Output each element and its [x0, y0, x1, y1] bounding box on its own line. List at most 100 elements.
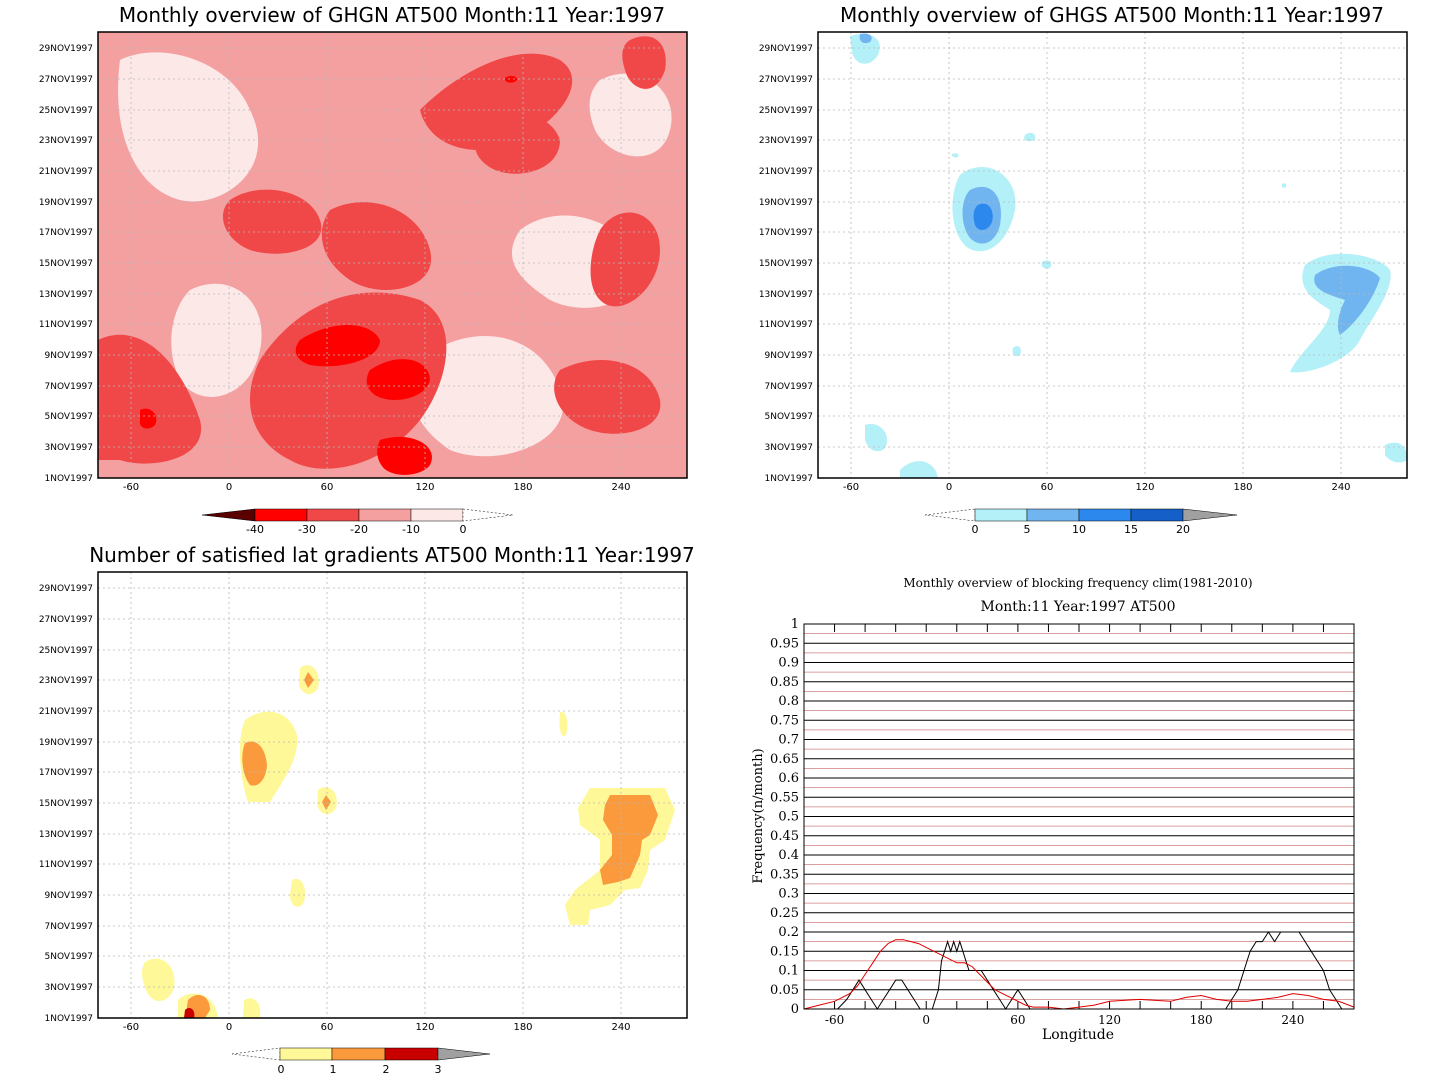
colorbar-label: 1 [330, 1063, 337, 1076]
x-tick: 60 [1010, 1013, 1025, 1027]
y-tick: 0.1 [778, 964, 799, 979]
y-tick: 27NOV1997 [39, 75, 93, 85]
x-tick: 240 [611, 482, 630, 493]
y-tick: 23NOV1997 [759, 136, 813, 146]
freq-panel: Monthly overview of blocking frequency c… [751, 576, 1355, 1043]
colorbar-label: 0 [278, 1063, 285, 1076]
y-tick: 19NOV1997 [759, 198, 813, 208]
y-tick: 9NOV1997 [45, 351, 93, 361]
x-tick: 240 [1281, 1013, 1304, 1027]
y-tick: 17NOV1997 [759, 228, 813, 238]
y-tick: 3NOV1997 [765, 443, 813, 453]
x-tick: 180 [1190, 1013, 1213, 1027]
y-tick: 1 [791, 617, 799, 632]
ghgs-frame [817, 31, 1408, 479]
y-tick: 21NOV1997 [759, 167, 813, 177]
y-tick: 1NOV1997 [765, 474, 813, 484]
x-tick: 60 [1041, 482, 1054, 493]
freq-y-ticks: 0 0.05 0.1 0.15 0.2 0.25 0.3 0.35 0.4 0.45 0.5 0.55… [770, 617, 799, 1017]
x-tick: -60 [123, 1022, 139, 1033]
ghgs-title: Monthly overview of GHGS AT500 Month:11 … [840, 3, 1384, 27]
colorbar-label: 15 [1124, 523, 1138, 536]
y-tick: 0.8 [778, 694, 799, 709]
freq-ylabel: Frequency(n/month) [751, 748, 766, 883]
colorbar-label: 0 [460, 523, 467, 536]
latgrad-plot [98, 572, 687, 1018]
y-tick: 19NOV1997 [39, 198, 93, 208]
x-tick: -60 [825, 1013, 844, 1027]
ghgs-y-ticks: 1NOV1997 3NOV1997 5NOV1997 7NOV1997 9NOV… [759, 44, 813, 484]
y-tick: 21NOV1997 [39, 167, 93, 177]
y-tick: 19NOV1997 [39, 738, 93, 748]
x-tick: 240 [1331, 482, 1350, 493]
y-tick: 0.7 [778, 733, 799, 748]
ghgn-frame [97, 31, 688, 479]
latgrad-x-ticks: -60 0 60 120 180 240 [123, 1022, 631, 1033]
y-tick: 17NOV1997 [39, 768, 93, 778]
y-tick: 23NOV1997 [39, 676, 93, 686]
y-tick: 15NOV1997 [39, 799, 93, 809]
colorbar-label: 3 [435, 1063, 442, 1076]
latgrad-y-ticks: 1NOV1997 3NOV1997 5NOV1997 7NOV1997 9NOV… [39, 584, 93, 1024]
y-tick: 0.55 [770, 790, 799, 805]
ghgn-y-ticks: 1NOV1997 3NOV1997 5NOV1997 7NOV1997 9NOV… [39, 44, 93, 484]
series-line-1 [803, 939, 1355, 1010]
colorbar-label: -20 [350, 523, 368, 536]
y-tick: 29NOV1997 [39, 44, 93, 54]
y-tick: 0.6 [778, 771, 799, 786]
x-tick: 240 [611, 1022, 630, 1033]
ghgs-x-ticks: -60 0 60 120 180 240 [843, 482, 1351, 493]
y-tick: 0.25 [770, 906, 799, 921]
ghgn-plot [98, 32, 687, 478]
x-tick: -60 [123, 482, 139, 493]
colorbar-label: 10 [1072, 523, 1086, 536]
y-tick: 7NOV1997 [45, 922, 93, 932]
x-tick: 60 [321, 1022, 334, 1033]
ghgn-title: Monthly overview of GHGN AT500 Month:11 … [119, 3, 665, 27]
ghgn-x-ticks: -60 0 60 120 180 240 [123, 482, 631, 493]
y-tick: 13NOV1997 [39, 290, 93, 300]
y-tick: 11NOV1997 [39, 860, 93, 870]
y-tick: 0.85 [770, 675, 799, 690]
colorbar-label: -30 [298, 523, 316, 536]
ghgn-grid [98, 32, 687, 478]
y-tick: 0.45 [770, 829, 799, 844]
y-tick: 3NOV1997 [45, 983, 93, 993]
y-tick: 0.2 [778, 925, 799, 940]
y-tick: 0.35 [770, 867, 799, 882]
y-tick: 23NOV1997 [39, 136, 93, 146]
y-tick: 0.3 [778, 887, 799, 902]
y-tick: 0.5 [778, 810, 799, 825]
ghgs-plot [818, 32, 1408, 478]
y-tick: 3NOV1997 [45, 443, 93, 453]
colorbar-label: 2 [383, 1063, 390, 1076]
freq-x-ticks: -60 0 60 120 180 240 [825, 1013, 1304, 1027]
y-tick: 1NOV1997 [45, 474, 93, 484]
y-tick: 25NOV1997 [39, 106, 93, 116]
freq-title: Monthly overview of blocking frequency c… [903, 576, 1252, 590]
ghgn-colorbar: -40 -30 -20 -10 0 [201, 508, 514, 536]
ghgs-panel: Monthly overview of GHGS AT500 Month:11 … [759, 3, 1408, 536]
latgrad-frame [97, 571, 688, 1019]
x-tick: 0 [226, 482, 232, 493]
latgrad-colorbar: 0 1 2 3 [231, 1047, 491, 1076]
colorbar-label: 20 [1176, 523, 1190, 536]
y-tick: 27NOV1997 [39, 615, 93, 625]
y-tick: 5NOV1997 [765, 412, 813, 422]
freq-lines [803, 931, 1355, 1010]
y-tick: 0.9 [778, 656, 799, 671]
x-tick: 120 [415, 1022, 434, 1033]
x-tick: 0 [922, 1013, 930, 1027]
y-tick: 15NOV1997 [759, 259, 813, 269]
latgrad-title: Number of satisfied lat gradients AT500 … [89, 543, 695, 567]
x-tick: 120 [1098, 1013, 1121, 1027]
x-tick: 0 [226, 1022, 232, 1033]
y-tick: 0.75 [770, 713, 799, 728]
colorbar-label: 5 [1024, 523, 1031, 536]
colorbar-label: 0 [972, 523, 979, 536]
x-tick: 120 [1135, 482, 1154, 493]
y-tick: 9NOV1997 [765, 351, 813, 361]
colorbar-label: -40 [246, 523, 264, 536]
y-tick: 7NOV1997 [45, 382, 93, 392]
x-tick: 180 [513, 482, 532, 493]
